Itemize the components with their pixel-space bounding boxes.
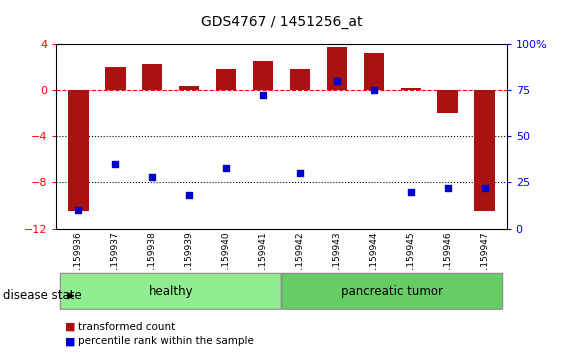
Point	[332, 78, 341, 83]
Bar	[400, 87, 421, 90]
Point	[443, 185, 452, 191]
Point	[480, 185, 489, 191]
Point	[258, 93, 267, 98]
Bar	[105, 67, 126, 90]
Bar	[475, 90, 495, 211]
FancyBboxPatch shape	[60, 273, 281, 309]
Point	[148, 174, 157, 180]
Text: GDS4767 / 1451256_at: GDS4767 / 1451256_at	[201, 15, 362, 29]
FancyBboxPatch shape	[282, 273, 503, 309]
Text: ■: ■	[65, 322, 75, 332]
Bar	[327, 47, 347, 90]
Bar	[68, 90, 88, 211]
Bar	[437, 90, 458, 113]
Bar	[364, 53, 384, 90]
Bar	[253, 61, 273, 90]
Point	[406, 189, 415, 195]
Text: healthy: healthy	[149, 285, 193, 298]
Bar	[290, 69, 310, 90]
Point	[74, 207, 83, 213]
Point	[369, 87, 378, 93]
Text: transformed count: transformed count	[78, 322, 175, 332]
Point	[111, 161, 120, 167]
Bar	[216, 69, 236, 90]
Bar	[179, 86, 199, 90]
Text: ■: ■	[65, 336, 75, 346]
Text: disease state: disease state	[3, 289, 82, 302]
Point	[296, 170, 305, 176]
Point	[185, 192, 194, 198]
Text: pancreatic tumor: pancreatic tumor	[341, 285, 443, 298]
Text: percentile rank within the sample: percentile rank within the sample	[78, 336, 253, 346]
Point	[222, 165, 231, 171]
Bar	[142, 64, 163, 90]
